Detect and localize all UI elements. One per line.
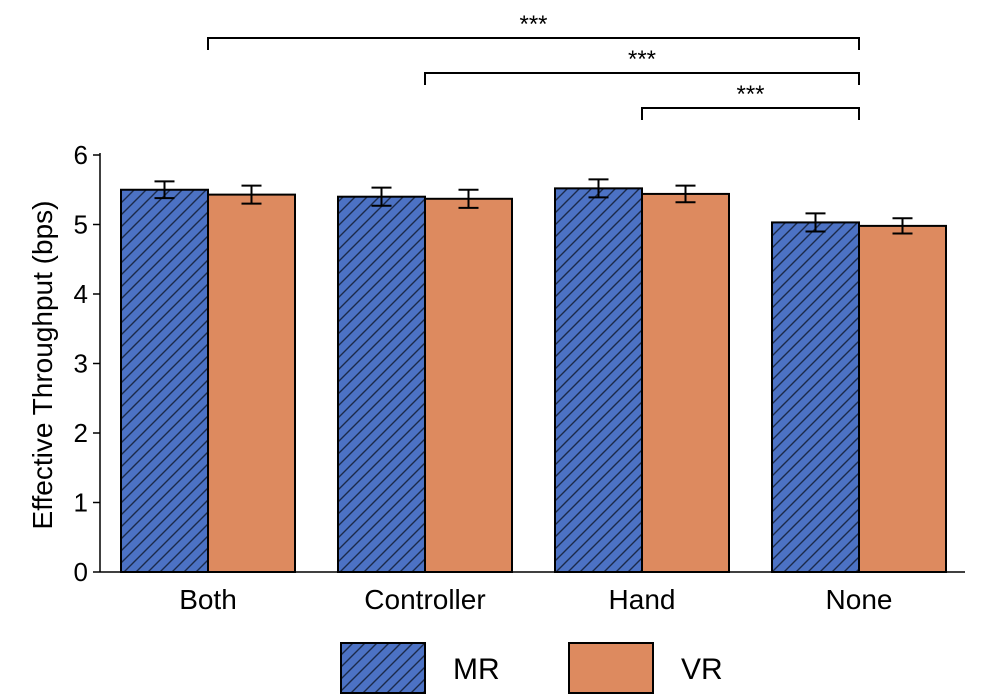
bar-mr-controller [337, 195, 426, 573]
bar-mr-none [771, 221, 860, 573]
error-bar [588, 178, 609, 199]
error-bars-group [154, 178, 913, 235]
bar-mr-both [120, 188, 209, 573]
significance-brackets: *** *** *** [207, 11, 860, 120]
bar-vr-none [858, 224, 947, 573]
legend: MR VR [340, 642, 723, 694]
y-tick-label: 6 [74, 140, 88, 170]
x-axis: Both Controller Hand None [100, 571, 965, 615]
significance-line [641, 107, 860, 120]
y-tick-label: 3 [74, 349, 88, 379]
x-tick-label: Hand [609, 584, 676, 615]
error-bar [805, 212, 826, 233]
bar-vr-hand [641, 192, 730, 573]
error-bar [371, 186, 392, 207]
bar-vr-controller [424, 197, 513, 573]
significance-label: *** [736, 81, 764, 108]
significance-bracket: *** [424, 46, 860, 85]
y-tick-label: 1 [74, 488, 88, 518]
significance-line [207, 37, 860, 50]
significance-label: *** [628, 46, 656, 73]
significance-line [424, 72, 860, 85]
legend-swatch [568, 642, 654, 694]
bar-mr-hand [554, 187, 643, 574]
significance-label: *** [519, 11, 547, 38]
y-axis: 0 1 2 3 4 5 6 [74, 140, 101, 587]
legend-swatch [340, 642, 426, 694]
significance-bracket: *** [641, 81, 860, 120]
legend-entry-vr: VR [568, 642, 723, 694]
y-tick-label: 4 [74, 279, 88, 309]
x-tick-label: None [826, 584, 893, 615]
x-tick-label: Controller [364, 584, 485, 615]
bar-vr-both [207, 193, 296, 574]
error-bar [154, 180, 175, 200]
significance-bracket: *** [207, 11, 860, 50]
error-bar [675, 184, 696, 204]
y-tick-label: 0 [74, 557, 88, 587]
y-tick-label: 5 [74, 210, 88, 240]
error-bar [241, 184, 262, 205]
legend-label: VR [681, 653, 723, 686]
y-axis-label: Effective Throughput (bps) [27, 201, 58, 530]
legend-label: MR [453, 653, 500, 686]
error-bar [458, 188, 479, 209]
bars-group [120, 187, 947, 574]
legend-entry-mr: MR [340, 642, 500, 694]
error-bar [892, 217, 913, 235]
y-tick-label: 2 [74, 418, 88, 448]
x-tick-label: Both [179, 584, 237, 615]
